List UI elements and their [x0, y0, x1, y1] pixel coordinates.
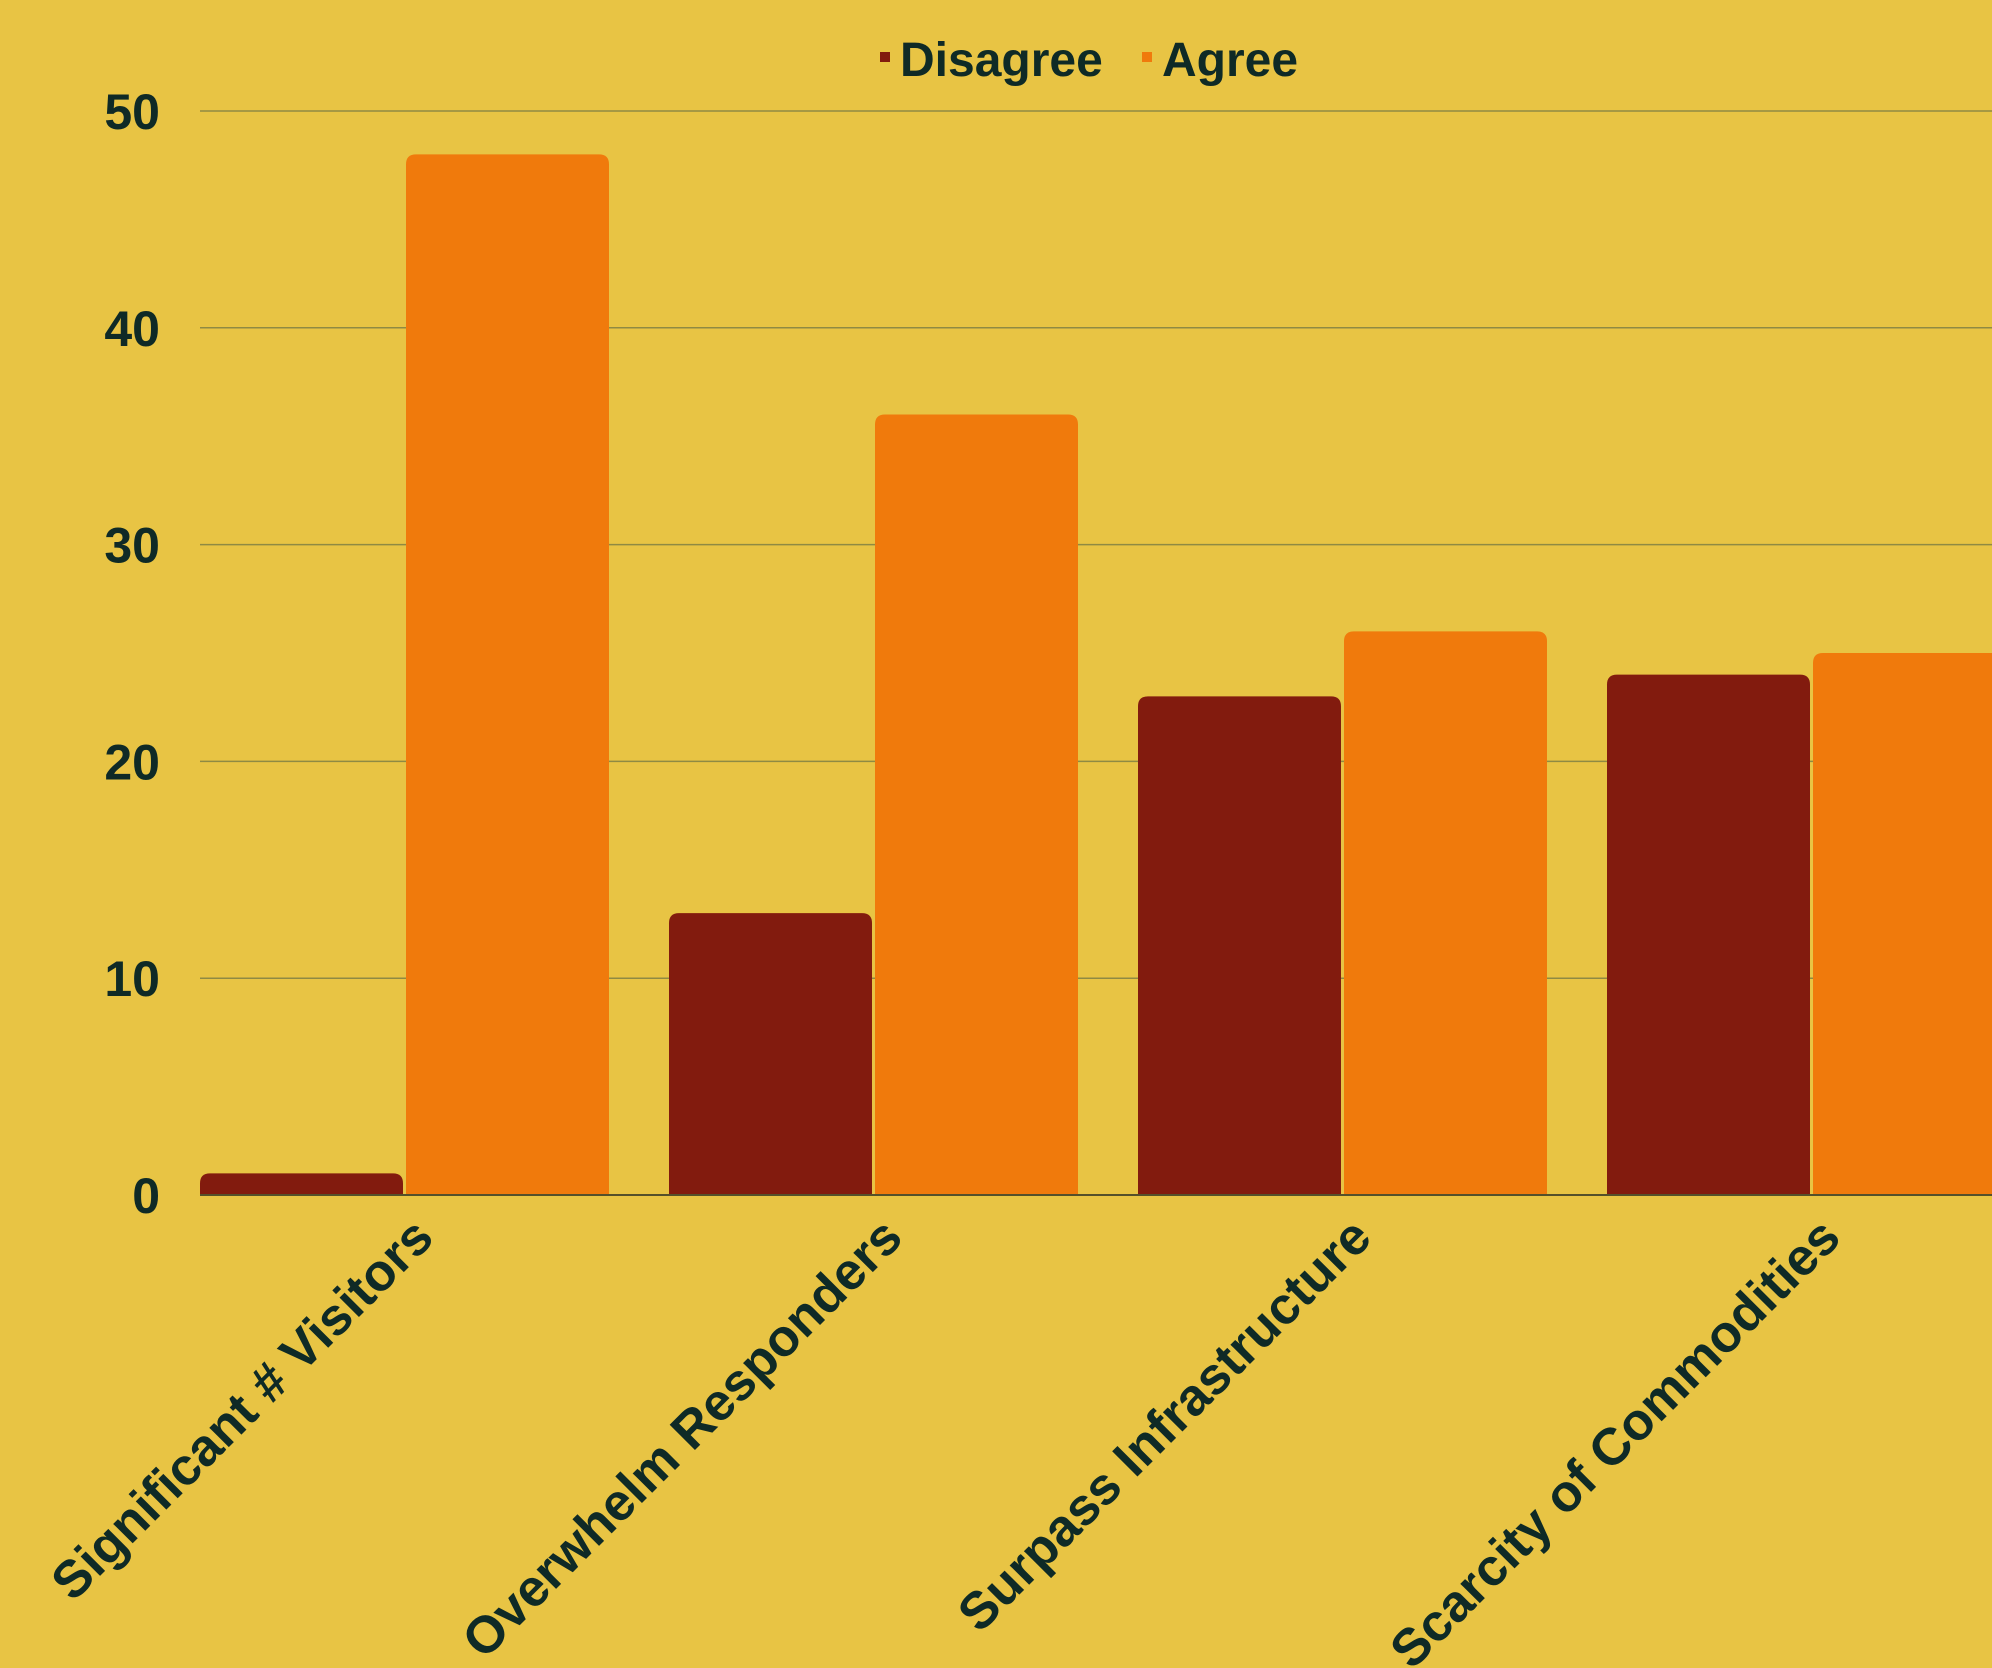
bar-disagree-1: [200, 1173, 403, 1195]
bar-agree-4: [1813, 653, 1992, 1195]
bar-disagree-3: [1138, 696, 1341, 1195]
bar-disagree-4: [1607, 674, 1810, 1195]
bar-agree-2: [875, 414, 1078, 1195]
y-tick-label: 30: [104, 518, 160, 574]
x-category-label: Scarcity of Commodities: [1379, 1207, 1851, 1668]
x-category-label: Overwhelm Responders: [452, 1207, 914, 1668]
y-tick-label: 0: [132, 1168, 160, 1224]
legend-label-disagree: Disagree: [900, 34, 1103, 87]
bar-agree-1: [406, 154, 609, 1196]
x-axis-labels: Significant # Visitors Overwhelm Responde…: [40, 1207, 1851, 1668]
x-category-label: Significant # Visitors: [40, 1207, 444, 1611]
y-tick-label: 10: [104, 951, 160, 1007]
y-tick-label: 40: [104, 301, 160, 357]
bar-agree-3: [1344, 631, 1547, 1195]
bar-disagree-2: [669, 913, 872, 1195]
y-axis-ticks: 0 10 20 30 40 50: [104, 84, 160, 1224]
legend-label-agree: Agree: [1162, 34, 1298, 87]
legend: Disagree Agree: [880, 34, 1298, 87]
bars: [200, 154, 1992, 1196]
y-tick-label: 50: [104, 84, 160, 140]
legend-swatch-disagree: [880, 52, 890, 62]
legend-swatch-agree: [1142, 52, 1152, 62]
y-tick-label: 20: [104, 734, 160, 790]
x-category-label: Surpass Infrastructure: [947, 1207, 1382, 1642]
